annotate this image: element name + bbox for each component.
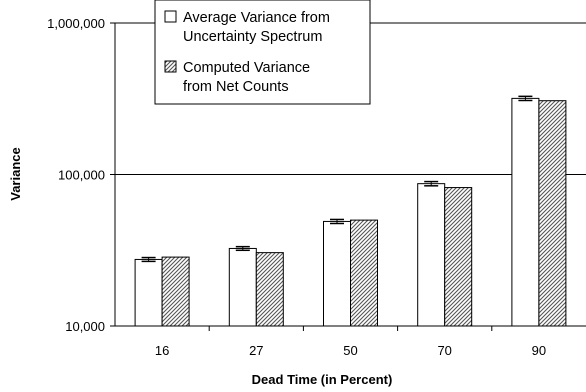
x-tick-label-27: 27 bbox=[249, 343, 263, 358]
y-tick-label-10000: 10,000 bbox=[65, 319, 105, 334]
legend: Average Variance from Uncertainty Spectr… bbox=[154, 0, 371, 105]
x-tick-label-50: 50 bbox=[343, 343, 357, 358]
tick-labels: 10,000 100,000 1,000,000 16 27 50 70 90 bbox=[47, 16, 546, 358]
bar-average-90 bbox=[511, 97, 540, 327]
legend-swatch-average bbox=[164, 10, 177, 23]
x-tick-label-70: 70 bbox=[437, 343, 451, 358]
bars bbox=[134, 95, 567, 327]
x-tick-label-16: 16 bbox=[155, 343, 169, 358]
y-axis-title: Variance bbox=[8, 147, 23, 201]
y-tick-label-1000000: 1,000,000 bbox=[47, 16, 105, 31]
bar-computed-16 bbox=[161, 256, 190, 327]
bar-computed-90 bbox=[538, 100, 567, 327]
legend-label-average-line2: Uncertainty Spectrum bbox=[183, 29, 322, 45]
bar-average-50 bbox=[323, 220, 351, 327]
bar-computed-70 bbox=[444, 187, 473, 327]
legend-box bbox=[154, 0, 371, 105]
x-axis-title: Dead Time (in Percent) bbox=[252, 372, 393, 387]
bar-average-27 bbox=[228, 247, 257, 327]
axes bbox=[110, 22, 586, 331]
bar-computed-27 bbox=[255, 252, 284, 327]
bar-average-70 bbox=[417, 183, 446, 327]
y-tick-label-100000: 100,000 bbox=[58, 168, 105, 183]
legend-label-computed-line2: from Net Counts bbox=[183, 79, 289, 95]
bar-computed-50 bbox=[350, 219, 378, 327]
x-tick-label-90: 90 bbox=[532, 343, 546, 358]
legend-label-average-line1: Average Variance from bbox=[183, 10, 330, 26]
legend-swatch-computed bbox=[164, 60, 177, 73]
legend-label-computed-line1: Computed Variance bbox=[183, 60, 310, 76]
bar-average-16 bbox=[134, 258, 163, 327]
